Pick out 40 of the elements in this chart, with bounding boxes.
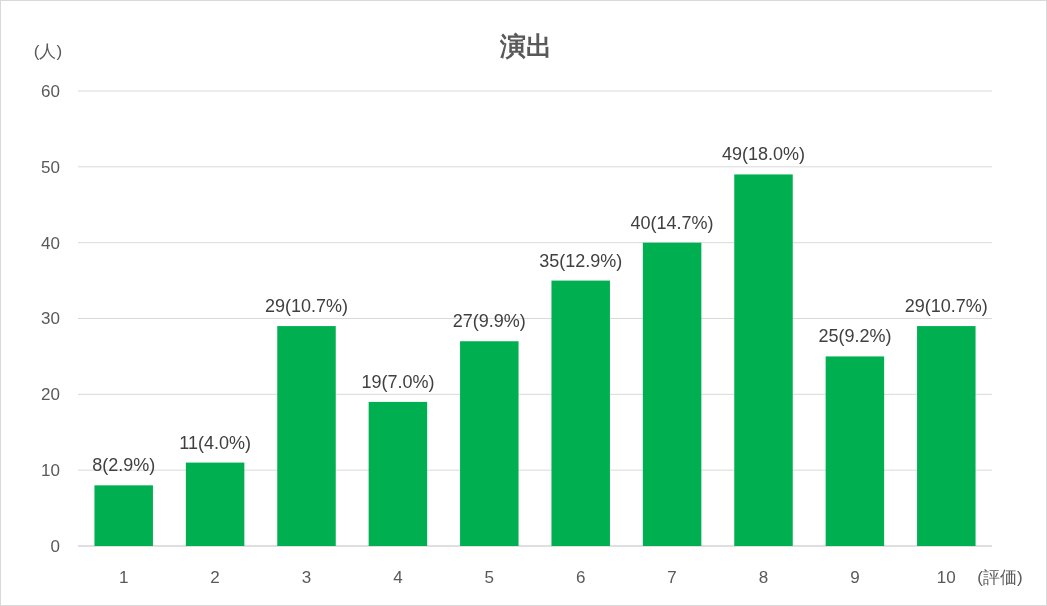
bar bbox=[642, 242, 702, 546]
data-label: 19(7.0%) bbox=[361, 371, 435, 392]
x-tick-label: 8 bbox=[758, 568, 769, 587]
data-label: 11(4.0%) bbox=[179, 432, 251, 453]
y-tick-label: 40 bbox=[41, 233, 60, 253]
x-axis-title: (評価) bbox=[977, 568, 1023, 587]
y-tick-label: 60 bbox=[41, 81, 60, 101]
y-axis-title: (人) bbox=[33, 42, 63, 61]
data-label: 8(2.9%) bbox=[92, 455, 156, 476]
data-label: 40(14.7%) bbox=[630, 212, 714, 233]
y-tick-label: 30 bbox=[41, 309, 60, 329]
bar bbox=[185, 462, 245, 546]
x-tick-label: 9 bbox=[850, 568, 860, 587]
bar bbox=[551, 280, 610, 546]
data-label: 25(9.2%) bbox=[818, 326, 892, 347]
data-label: 29(10.7%) bbox=[904, 296, 988, 317]
bar bbox=[917, 326, 976, 546]
x-tick-label: 6 bbox=[575, 568, 586, 587]
bar bbox=[368, 401, 428, 546]
y-tick-label: 20 bbox=[41, 385, 60, 405]
y-tick-label: 0 bbox=[50, 536, 60, 556]
x-tick-label: 1 bbox=[118, 568, 129, 587]
x-tick-label: 7 bbox=[667, 568, 677, 587]
bar bbox=[734, 174, 793, 546]
data-label: 27(9.9%) bbox=[452, 311, 526, 332]
bar bbox=[94, 485, 153, 546]
chart-title: 演出 bbox=[498, 31, 552, 61]
x-tick-label: 4 bbox=[393, 568, 403, 587]
y-tick-label: 50 bbox=[41, 157, 60, 177]
bar bbox=[277, 326, 336, 546]
data-label: 29(10.7%) bbox=[264, 296, 349, 317]
y-tick-label: 10 bbox=[41, 461, 60, 481]
bar bbox=[825, 356, 885, 546]
x-tick-label: 10 bbox=[936, 568, 956, 587]
x-tick-label: 2 bbox=[210, 568, 220, 587]
data-label: 49(18.0%) bbox=[721, 144, 806, 165]
data-label: 35(12.9%) bbox=[539, 250, 623, 271]
bar bbox=[460, 341, 519, 546]
x-tick-label: 5 bbox=[484, 568, 495, 587]
x-tick-label: 3 bbox=[301, 568, 312, 587]
